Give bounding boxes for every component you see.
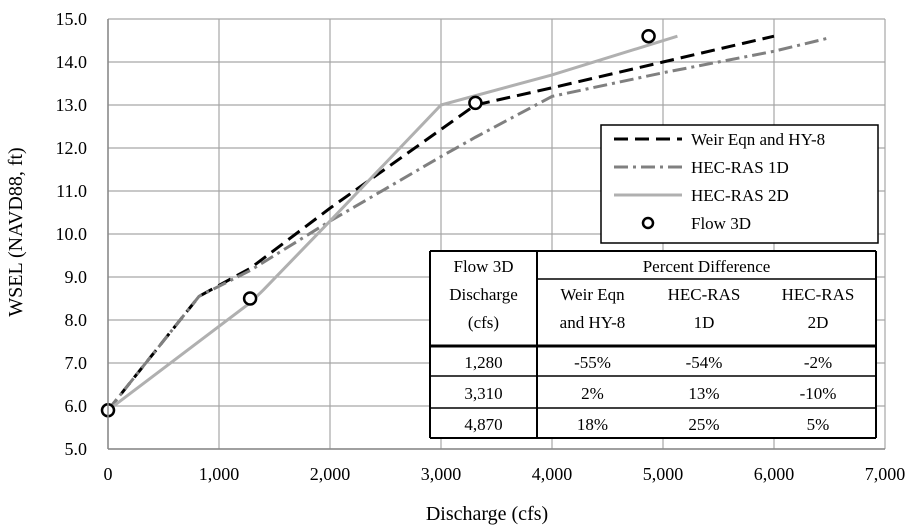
tick-labels: 0 1,000 2,000 3,000 4,000 5,000 6,000 7,000 5.0 6… (56, 9, 906, 484)
x-tick-label: 4,000 (532, 464, 573, 484)
y-tick-label: 14.0 (56, 52, 88, 72)
table-cell: 3,310 (464, 384, 502, 403)
table-cell: 13% (688, 384, 719, 403)
x-tick-label: 0 (104, 464, 113, 484)
legend-label: Flow 3D (691, 214, 751, 233)
x-tick-label: 3,000 (421, 464, 462, 484)
legend-label: HEC-RAS 1D (691, 158, 789, 177)
x-axis-label: Discharge (cfs) (426, 503, 548, 525)
table-cell: -2% (804, 353, 832, 372)
table-cell: -10% (800, 384, 837, 403)
table-subheader: and HY-8 (560, 313, 626, 332)
table-subheader: HEC-RAS (782, 285, 855, 304)
y-tick-label: 15.0 (56, 9, 88, 29)
table-cell: 18% (577, 415, 608, 434)
legend-label: Weir Eqn and HY-8 (691, 130, 825, 149)
flow3d-point (641, 28, 656, 44)
table-cell: 1,280 (464, 353, 502, 372)
table-subheader: HEC-RAS (668, 285, 741, 304)
table-subheader: Weir Eqn (560, 285, 625, 304)
table-header-discharge: (cfs) (468, 313, 499, 332)
table-header-discharge: Flow 3D (454, 257, 514, 276)
table-cell: -54% (686, 353, 723, 372)
legend: Weir Eqn and HY-8 HEC-RAS 1D HEC-RAS 2D Flo… (600, 124, 879, 244)
legend-label: HEC-RAS 2D (691, 186, 789, 205)
x-tick-label: 6,000 (754, 464, 795, 484)
table-subheader: 1D (694, 313, 715, 332)
y-tick-label: 12.0 (56, 138, 88, 158)
x-tick-label: 1,000 (199, 464, 240, 484)
y-tick-label: 11.0 (56, 181, 87, 201)
y-tick-label: 8.0 (65, 310, 88, 330)
flow3d-point (242, 291, 258, 306)
y-tick-label: 6.0 (65, 396, 88, 416)
y-tick-label: 7.0 (65, 353, 88, 373)
table-cell: 25% (688, 415, 719, 434)
table-cell: 5% (807, 415, 830, 434)
x-tick-label: 2,000 (310, 464, 351, 484)
table-subheader: 2D (808, 313, 829, 332)
flow3d-point (468, 95, 483, 111)
table-cell: 2% (581, 384, 604, 403)
y-tick-label: 5.0 (65, 439, 88, 459)
axes (107, 19, 885, 450)
y-tick-label: 10.0 (56, 224, 88, 244)
table-cell: -55% (574, 353, 611, 372)
y-axis-label: WSEL (NAVD88, ft) (5, 147, 27, 316)
x-tick-label: 5,000 (643, 464, 684, 484)
series-line-1 (106, 36, 828, 412)
legend-marker (641, 216, 655, 230)
table-header-group: Percent Difference (643, 257, 771, 276)
x-tick-label: 7,000 (865, 464, 906, 484)
y-tick-label: 9.0 (65, 267, 88, 287)
y-tick-label: 13.0 (56, 95, 88, 115)
table-cell: 4,870 (464, 415, 502, 434)
percent-difference-table: Flow 3D Discharge (cfs) Percent Difference W… (429, 250, 877, 439)
table-header-discharge: Discharge (449, 285, 518, 304)
